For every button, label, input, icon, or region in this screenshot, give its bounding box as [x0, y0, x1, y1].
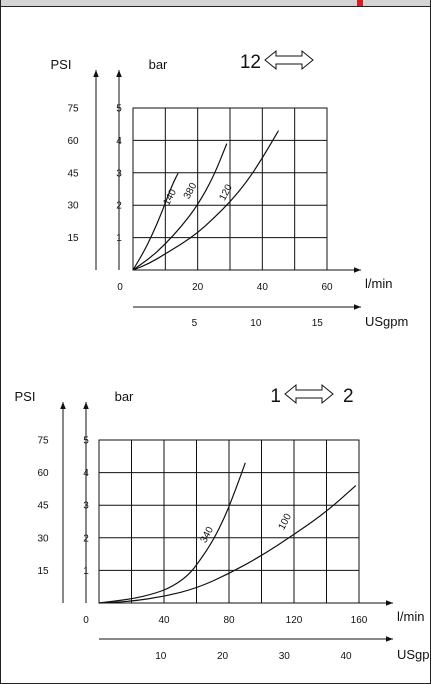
psi-tick-label: 75 [67, 104, 79, 115]
lmin-tick-label: 60 [321, 282, 333, 293]
double-arrow-icon [284, 383, 334, 405]
lmin-tick-label: 160 [351, 615, 368, 626]
lmin-tick-label: 0 [117, 282, 123, 293]
bar-tick-label: 2 [83, 533, 89, 544]
curve-100 [98, 485, 357, 604]
curve-380 [132, 143, 228, 271]
curve-label-380: 380 [182, 181, 200, 201]
psi-tick-label: 45 [37, 501, 49, 512]
psi-tick-label: 60 [67, 136, 79, 147]
bar-tick-label: 5 [116, 104, 122, 115]
red-corner-mark [357, 0, 363, 6]
psi-tick-label: 30 [67, 201, 79, 212]
psi-tick-label: 75 [37, 436, 49, 447]
top-strip [1, 0, 430, 7]
usgpm-tick-label: 15 [312, 318, 324, 329]
usgpm-tick-label: 10 [250, 318, 262, 329]
psi-tick-label: 30 [37, 533, 49, 544]
bar-tick-label: 4 [83, 468, 89, 479]
psi-tick-label: 15 [37, 566, 49, 577]
port-label-right: 2 [343, 386, 354, 407]
usgpm-tick-label: 20 [217, 651, 229, 662]
lmin-tick-label: 120 [286, 615, 303, 626]
curve-label-340: 340 [199, 525, 217, 545]
bar-tick-label: 4 [116, 136, 122, 147]
double-arrow-icon [264, 49, 314, 71]
bar-tick-label: 3 [116, 168, 122, 179]
port-label-left: 12 [240, 52, 261, 73]
bar-axis-label: bar [115, 389, 134, 404]
lmin-tick-label: 40 [158, 615, 170, 626]
bar-tick-label: 5 [83, 436, 89, 447]
psi-axis-label: PSI [51, 57, 72, 72]
lmin-axis-label: l/min [397, 609, 424, 624]
usgpm-axis-label: USgpm [397, 647, 431, 662]
psi-tick-label: 60 [37, 468, 49, 479]
bar-tick-label: 2 [116, 201, 122, 212]
lmin-tick-label: 0 [83, 615, 89, 626]
usgpm-axis-label: USgpm [365, 314, 408, 329]
bar-axis-label: bar [149, 57, 168, 72]
curve-340 [98, 462, 246, 604]
lmin-tick-label: 40 [257, 282, 269, 293]
curve-label-100: 100 [277, 512, 295, 532]
lmin-tick-label: 80 [223, 615, 235, 626]
psi-tick-label: 15 [67, 233, 79, 244]
curve-120 [132, 130, 280, 271]
psi-axis-label: PSI [15, 389, 36, 404]
bar-tick-label: 1 [116, 233, 122, 244]
curve-140 [132, 172, 179, 271]
psi-tick-label: 45 [67, 168, 79, 179]
lmin-tick-label: 20 [192, 282, 204, 293]
bar-tick-label: 3 [83, 501, 89, 512]
pressure-drop-chart-bottom: PSIbarl/minUSgpm756045301554321040801201… [15, 383, 431, 662]
bar-tick-label: 1 [83, 566, 89, 577]
curve-label-140: 140 [161, 187, 179, 207]
port-label-left: 1 [270, 386, 281, 407]
usgpm-tick-label: 5 [192, 318, 198, 329]
usgpm-tick-label: 40 [340, 651, 352, 662]
lmin-axis-label: l/min [365, 276, 392, 291]
usgpm-tick-label: 10 [155, 651, 167, 662]
usgpm-tick-label: 30 [279, 651, 291, 662]
